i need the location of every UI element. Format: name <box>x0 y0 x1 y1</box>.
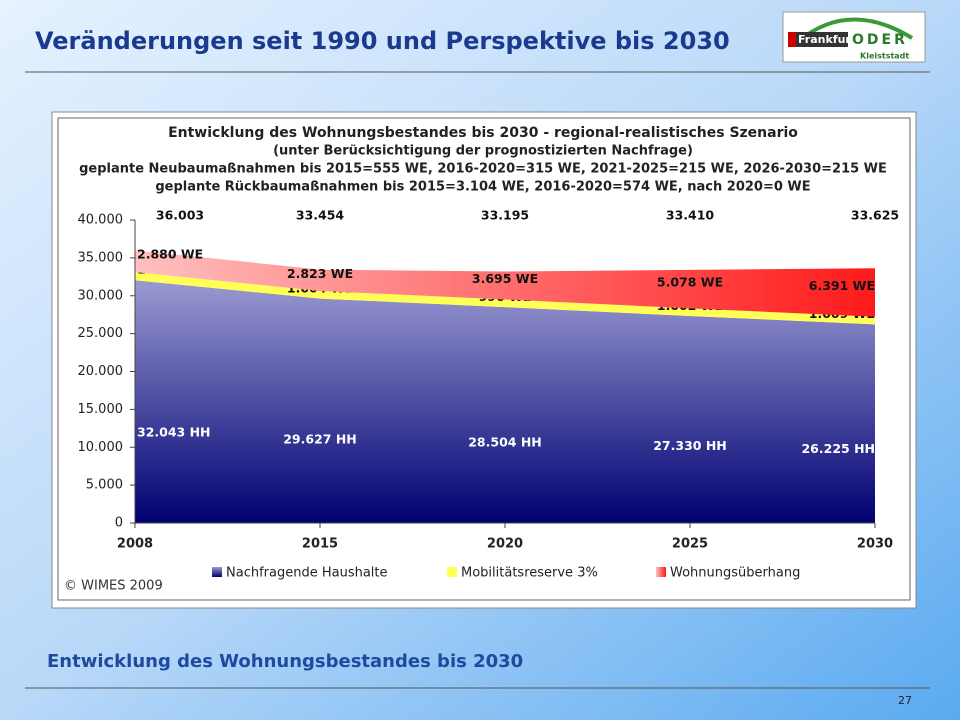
x-tick-label: 2025 <box>672 537 708 552</box>
y-tick-label: 15.000 <box>78 402 124 417</box>
x-tick-label: 2008 <box>117 537 153 552</box>
logo-tagline: Kleiststadt <box>860 52 909 61</box>
chart-subtitle: geplante Rückbaumaßnahmen bis 2015=3.104… <box>155 180 810 195</box>
source: © WIMES 2009 <box>64 579 163 594</box>
data-label: 29.627 HH <box>283 431 357 446</box>
y-tick-label: 0 <box>115 516 123 531</box>
area <box>135 250 875 317</box>
total-label: 33.625 <box>851 208 899 223</box>
legend-swatch <box>656 567 666 577</box>
data-label: 27.330 HH <box>653 438 727 453</box>
legend-label: Nachfragende Haushalte <box>226 566 388 581</box>
plot: 0 5.000 10.000 15.000 20.000 25.000 30.000 35.0… <box>78 208 900 581</box>
y-tick-label: 25.000 <box>78 326 124 341</box>
total-label: 33.410 <box>666 208 715 223</box>
y-tick-label: 35.000 <box>78 250 124 265</box>
slide-title: Veränderungen seit 1990 und Perspektive … <box>35 27 730 55</box>
logo-plate <box>788 32 848 47</box>
chart-subtitle: (unter Berücksichtigung der prognostizie… <box>273 144 693 159</box>
y-tick-label: 10.000 <box>78 440 124 455</box>
legend-label: Mobilitätsreserve 3% <box>461 566 598 581</box>
logo: Frankfurt ODER Kleiststadt <box>782 11 926 63</box>
data-label: 26.225 HH <box>801 441 875 456</box>
total-label: 36.003 <box>156 208 204 223</box>
y-tick-label: 20.000 <box>78 364 124 379</box>
y-tick-label: 5.000 <box>86 478 123 493</box>
logo-flag <box>788 32 796 47</box>
x-tick-label: 2020 <box>487 537 523 552</box>
x-tick-label: 2015 <box>302 537 338 552</box>
y-tick-label: 40.000 <box>78 213 124 228</box>
data-label: 6.391 WE <box>809 278 875 293</box>
data-label: 28.504 HH <box>468 435 542 450</box>
data-label: 2.823 WE <box>287 266 353 281</box>
x-tick-label: 2030 <box>857 537 893 552</box>
y-tick-label: 30.000 <box>78 288 124 303</box>
legend-swatch <box>447 567 457 577</box>
logo-name: Frankfurt <box>798 33 856 46</box>
total-label: 33.454 <box>296 208 345 223</box>
data-label: 2.880 WE <box>137 247 203 262</box>
chart-title: Entwicklung des Wohnungsbestandes bis 20… <box>168 125 798 141</box>
total-label: 33.195 <box>481 208 529 223</box>
area <box>135 272 875 325</box>
data-label: 3.695 WE <box>472 271 538 286</box>
page-number: 27 <box>898 694 912 707</box>
legend-label: Wohnungsüberhang <box>670 566 800 581</box>
caption: Entwicklung des Wohnungsbestandes bis 20… <box>47 651 523 672</box>
data-label: 32.043 HH <box>137 425 211 440</box>
legend-swatch <box>212 567 222 577</box>
chart-subtitle: geplante Neubaumaßnahmen bis 2015=555 WE… <box>79 162 887 177</box>
data-label: 5.078 WE <box>657 275 723 290</box>
area <box>135 280 875 523</box>
logo-river: ODER <box>852 32 908 48</box>
